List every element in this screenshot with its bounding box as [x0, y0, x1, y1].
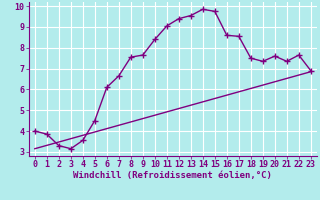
X-axis label: Windchill (Refroidissement éolien,°C): Windchill (Refroidissement éolien,°C) — [73, 171, 272, 180]
